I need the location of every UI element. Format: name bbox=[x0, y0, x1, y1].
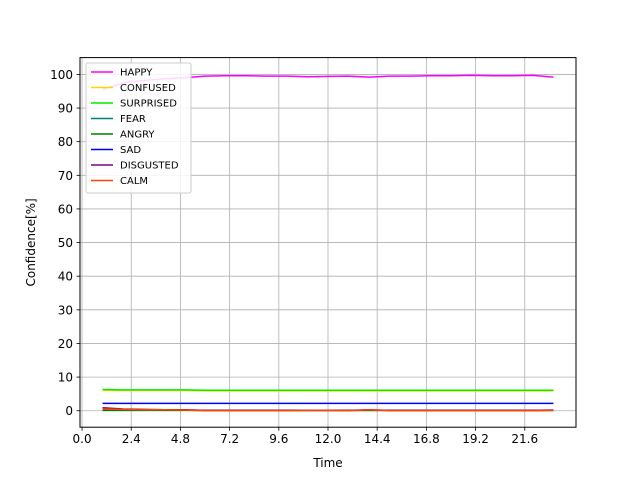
y-tick-label: 20 bbox=[58, 337, 73, 351]
x-tick-label: 16.8 bbox=[413, 432, 440, 446]
legend: HAPPY CONFUSED SURPRISED FEAR ANGRY SAD DISGUS… bbox=[85, 62, 192, 194]
y-tick-label: 70 bbox=[58, 169, 73, 183]
y-tick-label: 90 bbox=[58, 102, 73, 116]
x-tick-label: 9.6 bbox=[269, 432, 288, 446]
y-axis-label: Confidence[%] bbox=[24, 198, 38, 286]
x-tick-label: 21.6 bbox=[511, 432, 538, 446]
legend-label-sad: SAD bbox=[120, 145, 141, 156]
y-tick-label: 40 bbox=[58, 270, 73, 284]
x-tick-label: 14.4 bbox=[364, 432, 391, 446]
legend-label-happy: HAPPY bbox=[120, 68, 153, 79]
series-line-calm bbox=[102, 408, 554, 412]
legend-label-confused: CONFUSED bbox=[120, 83, 176, 94]
series-line-surprised bbox=[102, 388, 554, 391]
x-tick-label: 12.0 bbox=[315, 432, 342, 446]
x-tick-label: 7.2 bbox=[220, 432, 239, 446]
y-axis: 0 10 20 30 40 50 60 70 80 90 100 bbox=[50, 68, 80, 418]
x-tick-label: 0.0 bbox=[73, 432, 92, 446]
y-tick-label: 0 bbox=[65, 404, 73, 418]
x-tick-label: 2.4 bbox=[122, 432, 141, 446]
y-tick-label: 30 bbox=[58, 303, 73, 317]
legend-label-fear: FEAR bbox=[120, 114, 146, 125]
grid bbox=[80, 57, 576, 428]
y-tick-label: 80 bbox=[58, 135, 73, 149]
legend-box bbox=[85, 62, 192, 194]
x-axis: 0.0 2.4 4.8 7.2 9.6 12.0 14.4 16.8 19.2 21.6 bbox=[73, 427, 538, 446]
legend-label-angry: ANGRY bbox=[120, 130, 155, 141]
legend-label-calm: CALM bbox=[120, 176, 148, 187]
x-axis-label: Time bbox=[312, 456, 342, 470]
y-tick-label: 50 bbox=[58, 236, 73, 250]
legend-label-disgusted: DISGUSTED bbox=[120, 161, 179, 172]
y-tick-label: 60 bbox=[58, 202, 73, 216]
y-tick-label: 10 bbox=[58, 371, 73, 385]
legend-label-surprised: SURPRISED bbox=[120, 99, 177, 110]
x-tick-label: 19.2 bbox=[462, 432, 489, 446]
y-tick-label: 100 bbox=[50, 68, 73, 82]
x-tick-label: 4.8 bbox=[171, 432, 190, 446]
